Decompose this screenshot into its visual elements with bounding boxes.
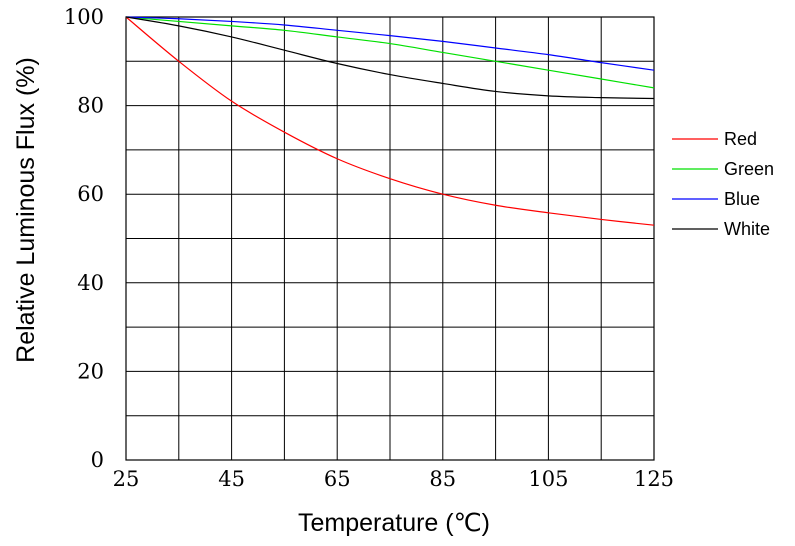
series-line-red <box>125 16 655 226</box>
y-tick-label: 20 <box>77 359 104 383</box>
y-tick-label: 100 <box>64 5 104 29</box>
series-line-white <box>125 16 655 100</box>
y-tick-label: 0 <box>91 448 104 472</box>
series-layer <box>125 16 655 226</box>
series-line-green <box>125 16 655 89</box>
legend: Red Green Blue White <box>672 129 774 239</box>
grid <box>126 17 654 460</box>
y-tick-label: 60 <box>77 182 104 206</box>
plot-frame <box>125 16 655 461</box>
x-tick-label: 105 <box>528 467 568 491</box>
legend-label-green: Green <box>724 159 774 179</box>
legend-label-red: Red <box>724 129 757 149</box>
x-axis-title: Temperature (℃) <box>298 509 490 537</box>
plot-border <box>125 16 655 461</box>
x-tick-label: 25 <box>113 467 140 491</box>
x-tick-label: 125 <box>634 467 674 491</box>
series-line-blue <box>125 16 655 71</box>
legend-label-blue: Blue <box>724 189 760 209</box>
legend-label-white: White <box>724 219 770 239</box>
y-axis-title: Relative Luminous Flux (%) <box>12 57 40 363</box>
x-tick-label: 85 <box>429 467 456 491</box>
y-tick-label: 80 <box>77 94 104 118</box>
x-tick-label: 45 <box>218 467 245 491</box>
x-tick-label: 65 <box>324 467 351 491</box>
y-tick-labels: 0 20 40 60 80 100 <box>64 5 104 472</box>
x-tick-labels: 25 45 65 85 105 125 <box>113 467 674 491</box>
y-tick-label: 40 <box>77 271 104 295</box>
